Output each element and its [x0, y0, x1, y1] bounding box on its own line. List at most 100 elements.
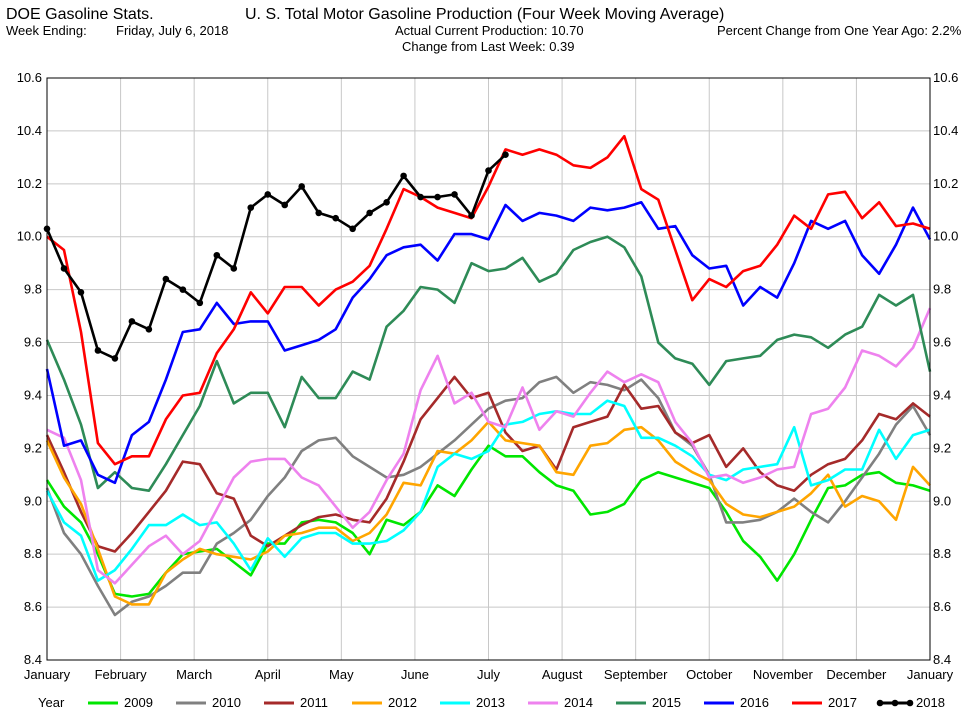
y-tick-label-left: 9.4 — [24, 387, 42, 402]
legend-label-2011: 2011 — [300, 695, 328, 710]
x-tick-label: January — [907, 667, 954, 682]
point-2018 — [111, 355, 119, 362]
legend-label-2017: 2017 — [828, 695, 857, 710]
y-tick-label-right: 10.0 — [933, 229, 958, 244]
legend-label-2009: 2009 — [124, 695, 153, 710]
y-tick-label-right: 8.4 — [933, 652, 951, 667]
x-tick-label: May — [329, 667, 354, 682]
x-tick-label: June — [401, 667, 429, 682]
x-axis: January February March April May June July Augu… — [24, 667, 954, 682]
series-line-2017 — [46, 134, 931, 466]
week-ending-value: Friday, July 6, 2018 — [116, 23, 229, 38]
pct-change-label: Percent Change from One Year Ago: — [717, 23, 929, 38]
y-tick-label-left: 10.6 — [17, 70, 42, 85]
point-2018 — [230, 265, 238, 272]
chart-title: U. S. Total Motor Gasoline Production (F… — [245, 6, 725, 23]
point-2018 — [349, 225, 356, 233]
y-tick-label-right: 9.4 — [933, 387, 951, 402]
point-2018 — [196, 299, 204, 307]
point-2018 — [162, 275, 170, 283]
point-2018 — [145, 326, 153, 333]
point-2018 — [485, 167, 492, 174]
point-2018 — [77, 288, 85, 296]
y-tick-label-right: 9.6 — [933, 335, 951, 350]
change-week-label: Change from Last Week: — [402, 39, 546, 54]
legend-label-2018: 2018 — [916, 695, 945, 710]
point-2018 — [400, 172, 407, 180]
point-2018 — [434, 193, 441, 201]
legend-label-2015: 2015 — [652, 695, 681, 710]
y-tick-label-left: 9.8 — [24, 282, 42, 297]
x-tick-label: December — [826, 667, 887, 682]
y-tick-label-right: 9.2 — [933, 440, 951, 455]
y-tick-label-right: 8.8 — [933, 546, 951, 561]
plot-frame — [46, 77, 931, 661]
point-2018 — [332, 214, 339, 222]
current-production: Actual Current Production: 10.70 — [395, 24, 584, 38]
legend-label-2014: 2014 — [564, 695, 593, 710]
point-2018 — [247, 204, 255, 211]
y-tick-label-right: 10.6 — [933, 70, 958, 85]
x-tick-label: November — [753, 667, 814, 682]
pct-change-value: 2.2% — [931, 23, 962, 38]
legend-label-2013: 2013 — [476, 695, 505, 710]
point-2018 — [451, 191, 458, 198]
point-2018 — [468, 212, 475, 219]
y-tick-label-right: 9.8 — [933, 282, 951, 297]
legend-title: Year — [38, 695, 65, 710]
series-line-2018 — [45, 153, 507, 360]
y-tick-label-right: 9.0 — [933, 493, 951, 508]
x-tick-label: August — [542, 667, 583, 682]
y-axis-left: 8.4 8.6 8.8 9.0 9.2 9.4 9.6 9.8 10.0 10.2 10.4 10.6 — [17, 70, 42, 667]
y-tick-label-left: 8.6 — [24, 599, 42, 614]
point-2018 — [281, 201, 289, 209]
series-line-2015 — [45, 235, 932, 493]
y-tick-label-left: 9.6 — [24, 335, 42, 350]
y-tick-label-right: 8.6 — [933, 599, 951, 614]
y-tick-label-right: 10.4 — [933, 123, 958, 138]
y-tick-label-right: 10.2 — [933, 176, 958, 191]
series-lines — [43, 134, 932, 617]
point-2018 — [417, 193, 424, 201]
x-tick-label: September — [604, 667, 668, 682]
point-2018 — [366, 209, 373, 217]
point-2018 — [94, 347, 102, 354]
week-ending-label: Week Ending: — [6, 23, 87, 38]
current-production-label: Actual Current Production: — [395, 23, 548, 38]
point-2018 — [502, 151, 509, 159]
legend-label-2010: 2010 — [212, 695, 241, 710]
series-line-2016 — [45, 201, 932, 485]
point-2018 — [383, 199, 390, 206]
point-2018 — [128, 318, 136, 325]
change-week: Change from Last Week: 0.39 — [402, 40, 575, 54]
y-tick-label-left: 9.2 — [24, 440, 42, 455]
y-tick-label-left: 10.0 — [17, 229, 42, 244]
y-tick-label-left: 10.2 — [17, 176, 42, 191]
point-2018 — [179, 286, 187, 293]
series-line-2011 — [45, 375, 931, 553]
x-tick-label: October — [686, 667, 733, 682]
point-2018 — [298, 183, 306, 190]
x-tick-label: April — [255, 667, 281, 682]
y-tick-label-left: 9.0 — [24, 493, 42, 508]
change-week-value: 0.39 — [549, 39, 575, 54]
y-tick-label-left: 10.4 — [17, 123, 42, 138]
x-tick-label: January — [24, 667, 71, 682]
series-line-2013 — [45, 399, 931, 582]
legend-label-2012: 2012 — [388, 695, 417, 710]
app-title: DOE Gasoline Stats. — [6, 6, 154, 23]
point-2018 — [213, 251, 221, 259]
pct-change: Percent Change from One Year Ago: 2.2% — [717, 24, 961, 38]
current-production-value: 10.70 — [551, 23, 584, 38]
legend-label-2016: 2016 — [740, 695, 769, 710]
point-2018 — [60, 265, 68, 272]
y-tick-label-left: 8.4 — [24, 652, 42, 667]
series-line-2014 — [46, 307, 932, 585]
point-2018 — [264, 191, 272, 198]
legend-marker-2018 — [891, 699, 899, 707]
grid — [46, 77, 931, 661]
legend-marker-2018 — [906, 699, 914, 707]
series-line-2010 — [45, 375, 932, 617]
legend-marker-2018 — [876, 699, 884, 707]
